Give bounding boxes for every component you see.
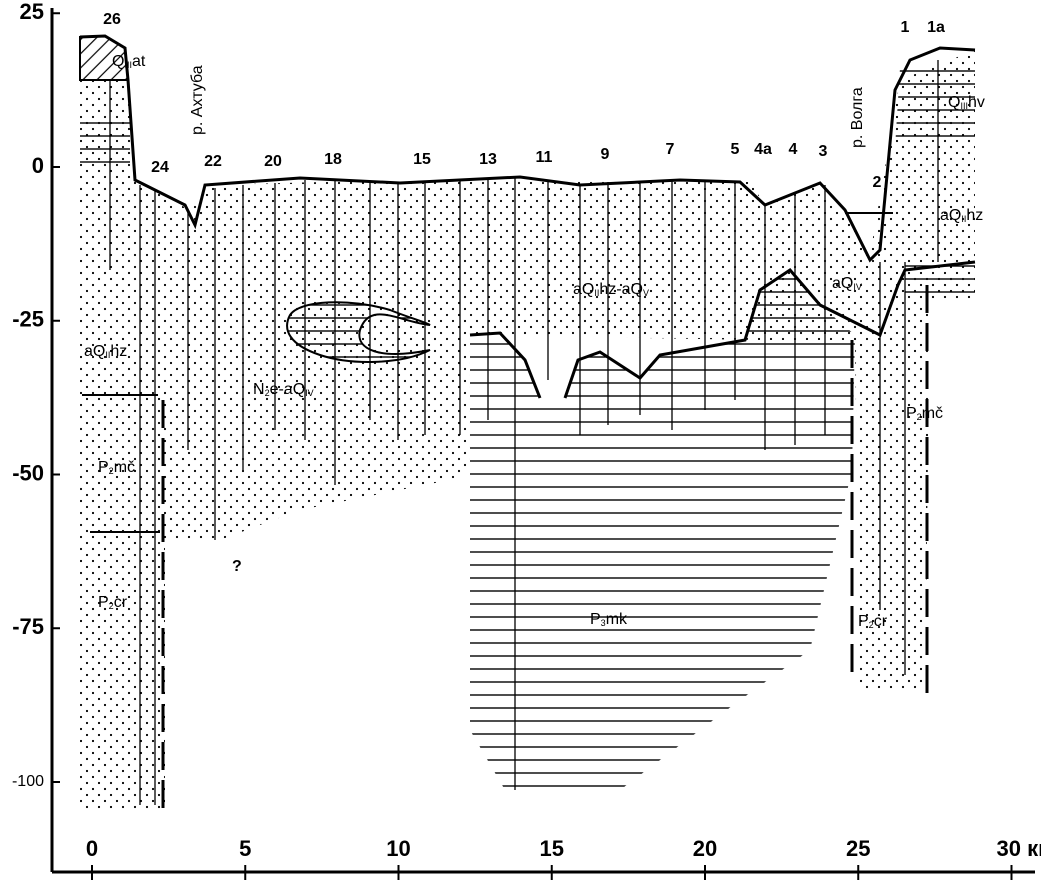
label-part: hz-aQ bbox=[599, 281, 643, 298]
formation-label: QIIIat bbox=[112, 53, 146, 70]
formation-label: QIIIhv bbox=[948, 94, 985, 111]
label-part: P bbox=[98, 459, 109, 476]
label-part: 2 bbox=[265, 388, 270, 398]
borehole-label: 18 bbox=[324, 151, 342, 168]
label-part: P bbox=[858, 613, 869, 630]
formation-label: aQIIhz bbox=[940, 207, 983, 224]
x-tick-label: 20 bbox=[693, 836, 717, 861]
river-label: р. Ахтуба bbox=[189, 65, 206, 135]
borehole-label: 11 bbox=[536, 149, 553, 166]
label-part: hz bbox=[110, 343, 127, 360]
formation-label: aQIIhz-aQV bbox=[573, 281, 649, 298]
x-tick-label: 30 км bbox=[997, 836, 1041, 861]
label-part: V bbox=[643, 288, 649, 298]
label-part: II bbox=[961, 214, 966, 224]
label-part: 2 bbox=[109, 601, 114, 611]
label-part: hv bbox=[968, 94, 985, 111]
borehole-label: 13 bbox=[479, 151, 497, 168]
label-part: mč bbox=[922, 405, 943, 422]
formation-label: P2mč bbox=[98, 459, 135, 476]
label-part: mk bbox=[606, 611, 628, 628]
axes bbox=[50, 8, 1035, 874]
borehole-label: 20 bbox=[264, 153, 282, 170]
boundary bbox=[469, 260, 976, 399]
right-lower-lines bbox=[905, 262, 975, 302]
x-tick-label: 15 bbox=[540, 836, 564, 861]
y-tick-label: -100 bbox=[12, 773, 44, 790]
y-tick-label: -75 bbox=[12, 614, 44, 639]
borehole-label: 5 bbox=[731, 141, 740, 158]
borehole-label: 1 bbox=[901, 19, 910, 36]
boreholes-lines bbox=[109, 60, 939, 815]
borehole-label: 1а bbox=[927, 19, 945, 36]
label-part: ? bbox=[232, 558, 242, 575]
label-part: II bbox=[105, 350, 110, 360]
x-tick-label: 5 bbox=[239, 836, 251, 861]
label-part: N bbox=[253, 381, 265, 398]
right-lines bbox=[895, 68, 975, 148]
formation-label: P2cr bbox=[98, 594, 128, 611]
borehole-label: 4 bbox=[789, 141, 798, 158]
label-part: 2 bbox=[109, 466, 114, 476]
label-part: aQ bbox=[832, 275, 853, 292]
borehole-label: 4а bbox=[754, 141, 772, 158]
label-part: aQ bbox=[84, 343, 105, 360]
sand-zone bbox=[80, 50, 975, 810]
y-tick-label: 25 bbox=[20, 0, 44, 24]
label-part: IV bbox=[305, 388, 314, 398]
formation-label: P3mk bbox=[590, 611, 628, 628]
label-part: III bbox=[960, 101, 968, 111]
borehole-label: 15 bbox=[413, 151, 431, 168]
label-part: II bbox=[594, 288, 599, 298]
label-part: hz bbox=[966, 207, 983, 224]
label-part: cr bbox=[874, 613, 888, 630]
label-part: 2 bbox=[869, 620, 874, 630]
label-part: P bbox=[590, 611, 601, 628]
borehole-label: 7 bbox=[666, 141, 675, 158]
x-tick-label: 25 bbox=[846, 836, 870, 861]
y-tick-label: 0 bbox=[32, 153, 44, 178]
formation-label: ? bbox=[232, 558, 242, 575]
y-tick-label: -25 bbox=[12, 307, 44, 332]
lens bbox=[286, 301, 431, 363]
x-tick-label: 10 bbox=[386, 836, 410, 861]
label-part: IV bbox=[853, 282, 862, 292]
p3mk bbox=[470, 270, 855, 790]
borehole-label: 2 bbox=[873, 174, 882, 191]
label-part: cr bbox=[114, 594, 128, 611]
borehole-label: 3 bbox=[819, 143, 828, 160]
label-part: at bbox=[132, 53, 146, 70]
label-part: P bbox=[98, 594, 109, 611]
formation-label: aQIV bbox=[832, 275, 862, 292]
label-part: Q bbox=[948, 94, 960, 111]
formation-label: P2cr bbox=[858, 613, 888, 630]
label-part: aQ bbox=[573, 281, 594, 298]
left-lines bbox=[80, 112, 130, 165]
borehole-label: 24 bbox=[151, 159, 169, 176]
y-tick-label: -50 bbox=[12, 460, 44, 485]
borehole-label: 26 bbox=[103, 11, 121, 28]
label-part: 3 bbox=[601, 618, 606, 628]
label-part: mč bbox=[114, 459, 135, 476]
borehole-label: 22 bbox=[204, 153, 222, 170]
label-part: III bbox=[124, 60, 132, 70]
label-part: 2 bbox=[917, 412, 922, 422]
formation-label: P2mč bbox=[906, 405, 943, 422]
river-label: р. Волга bbox=[849, 87, 866, 148]
label-part: e-aQ bbox=[270, 381, 306, 398]
x-tick-label: 0 bbox=[86, 836, 98, 861]
geology bbox=[79, 34, 976, 815]
label-part: Q bbox=[112, 53, 124, 70]
label-part: P bbox=[906, 405, 917, 422]
label-part: aQ bbox=[940, 207, 961, 224]
borehole-label: 9 bbox=[601, 146, 610, 163]
formation-label: N2e-aQIV bbox=[253, 381, 314, 398]
formation-label: aQIIhz bbox=[84, 343, 127, 360]
